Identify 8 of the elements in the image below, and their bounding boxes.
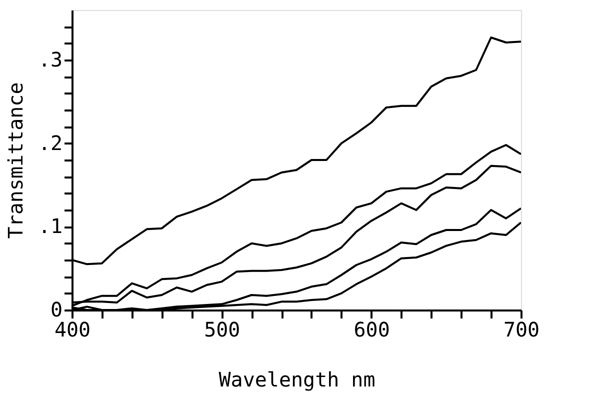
x-tick-label: 700 [503,318,540,342]
x-axis-title: Wavelength nm [218,368,376,392]
y-axis-title: Transmittance [3,82,28,239]
x-tick-label: 600 [354,318,390,342]
y-tick-label: .3 [38,48,62,72]
y-tick-label: .2 [38,130,62,155]
x-tick-label: 500 [204,318,240,342]
y-tick-label: .1 [38,214,62,238]
